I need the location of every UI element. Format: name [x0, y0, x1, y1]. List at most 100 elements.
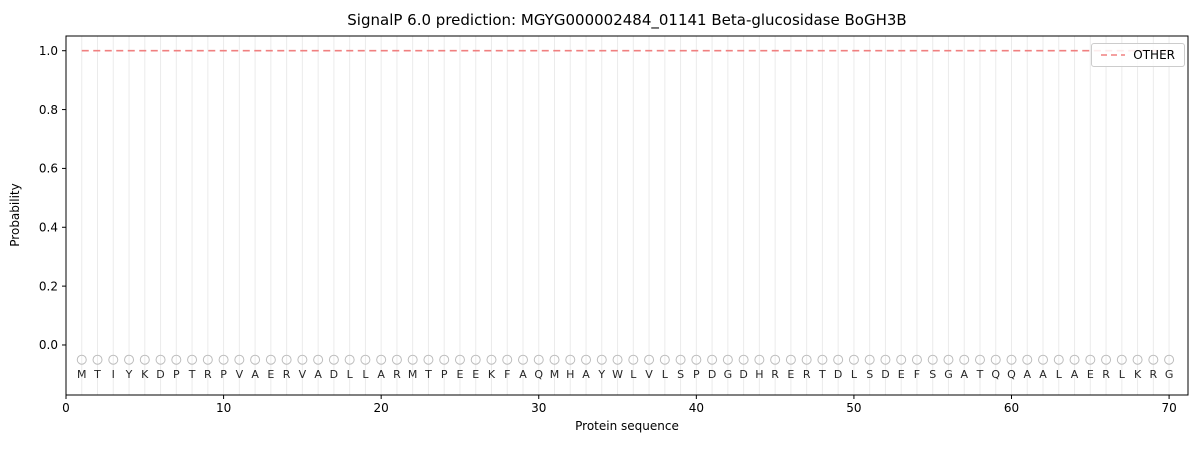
residue-marker — [155, 354, 166, 365]
residue-marker — [313, 354, 324, 365]
residue-letter: A — [519, 368, 527, 381]
residue-marker — [927, 354, 938, 365]
x-tick-label: 20 — [374, 401, 389, 415]
y-tick-label: 0.4 — [39, 220, 58, 234]
residue-marker — [1148, 354, 1159, 365]
residue-letter: A — [314, 368, 322, 381]
chart-title: SignalP 6.0 prediction: MGYG000002484_01… — [347, 11, 907, 29]
residue-marker — [707, 354, 718, 365]
residue-marker — [171, 354, 182, 365]
residue-marker — [691, 354, 702, 365]
residue-letter: T — [424, 368, 432, 381]
residue-marker — [990, 354, 1001, 365]
residue-marker — [1164, 354, 1175, 365]
residue-letter: K — [488, 368, 496, 381]
residue-letter: R — [283, 368, 291, 381]
residue-letter: R — [1102, 368, 1110, 381]
residue-letter: P — [220, 368, 227, 381]
residue-marker — [1053, 354, 1064, 365]
residue-letter: R — [204, 368, 212, 381]
residue-letter: A — [1039, 368, 1047, 381]
residue-letter: T — [818, 368, 826, 381]
residue-letter: R — [771, 368, 779, 381]
residue-marker — [817, 354, 828, 365]
residue-marker — [265, 354, 276, 365]
y-tick-label: 0.6 — [39, 162, 58, 176]
residue-letter: P — [173, 368, 180, 381]
residue-letter: S — [677, 368, 684, 381]
residue-letter: S — [866, 368, 873, 381]
residue-letter: V — [236, 368, 244, 381]
residue-letter: Q — [1007, 368, 1016, 381]
residue-marker — [738, 354, 749, 365]
residue-letter: A — [960, 368, 968, 381]
residue-marker — [108, 354, 119, 365]
residue-letter: T — [976, 368, 984, 381]
residue-letter: R — [1150, 368, 1158, 381]
residue-marker — [423, 354, 434, 365]
residue-letter: L — [630, 368, 637, 381]
residue-letter: D — [881, 368, 889, 381]
residue-marker — [770, 354, 781, 365]
residue-letter: E — [898, 368, 905, 381]
residue-marker — [1069, 354, 1080, 365]
residue-marker — [376, 354, 387, 365]
residue-letter: Q — [991, 368, 1000, 381]
residue-letter: K — [141, 368, 149, 381]
residue-letter: A — [582, 368, 590, 381]
x-tick-label: 10 — [216, 401, 231, 415]
residue-marker — [943, 354, 954, 365]
residue-letter: A — [251, 368, 259, 381]
residue-marker — [1101, 354, 1112, 365]
residue-marker — [1038, 354, 1049, 365]
residue-letter: G — [724, 368, 733, 381]
residue-letter: F — [504, 368, 510, 381]
x-tick-label: 30 — [531, 401, 546, 415]
residue-marker — [659, 354, 670, 365]
legend-label-other: OTHER — [1133, 48, 1175, 62]
residue-letter: M — [77, 368, 87, 381]
residue-marker — [1116, 354, 1127, 365]
residue-letter: E — [787, 368, 794, 381]
residue-marker — [596, 354, 607, 365]
residue-letter: T — [93, 368, 101, 381]
residue-marker — [581, 354, 592, 365]
residue-marker — [139, 354, 150, 365]
residue-letter: H — [755, 368, 763, 381]
residue-letter: G — [944, 368, 953, 381]
residue-letter: R — [393, 368, 401, 381]
residue-marker — [1022, 354, 1033, 365]
x-tick-label: 40 — [689, 401, 704, 415]
legend: OTHER — [1091, 43, 1185, 67]
residue-letter: L — [851, 368, 858, 381]
residue-letter: K — [1134, 368, 1142, 381]
residue-letter: F — [914, 368, 920, 381]
residue-letter: Y — [125, 368, 133, 381]
residue-letter: Y — [597, 368, 605, 381]
residue-marker — [187, 354, 198, 365]
residue-letter: E — [1087, 368, 1094, 381]
residue-letter: W — [612, 368, 623, 381]
residue-marker — [722, 354, 733, 365]
residue-marker — [486, 354, 497, 365]
residue-marker — [959, 354, 970, 365]
residue-letter: L — [347, 368, 354, 381]
x-tick-label: 70 — [1161, 401, 1176, 415]
residue-letter: H — [566, 368, 574, 381]
residue-marker — [250, 354, 261, 365]
residue-letter: L — [662, 368, 669, 381]
residue-marker — [202, 354, 213, 365]
residue-marker — [533, 354, 544, 365]
residue-letter: A — [1023, 368, 1031, 381]
residue-marker — [628, 354, 639, 365]
residue-letter: L — [1119, 368, 1126, 381]
residue-letter: R — [803, 368, 811, 381]
residue-letter: G — [1165, 368, 1174, 381]
residue-marker — [644, 354, 655, 365]
residue-letter: S — [929, 368, 936, 381]
residue-letter: M — [550, 368, 560, 381]
residue-letter: I — [112, 368, 115, 381]
x-axis-label: Protein sequence — [575, 419, 679, 433]
